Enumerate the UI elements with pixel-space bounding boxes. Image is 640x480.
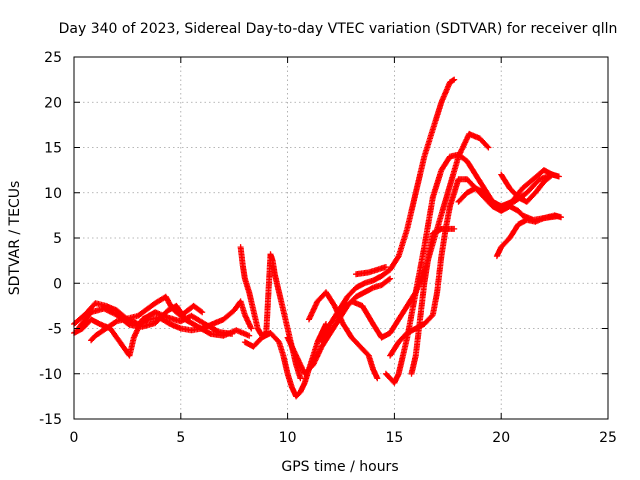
y-tick-label: -10 bbox=[39, 367, 62, 383]
y-tick-label: -15 bbox=[39, 412, 62, 428]
data-point-track bbox=[498, 171, 556, 205]
x-tick-label: 5 bbox=[176, 430, 185, 446]
data-point-track bbox=[306, 289, 381, 382]
axis-ticks: 0 5 10 15 20 25 -15 -10 -5 0 5 10 15 20 25 bbox=[39, 50, 617, 446]
data-point-track bbox=[493, 213, 560, 260]
x-tick-label: 10 bbox=[279, 430, 297, 446]
series-track-h bbox=[306, 289, 381, 382]
series-track-f bbox=[241, 321, 329, 400]
data-point-track bbox=[237, 244, 304, 382]
series-track-q bbox=[498, 171, 556, 205]
data-point-track bbox=[88, 293, 206, 344]
chart-title: Day 340 of 2023, Sidereal Day-to-day VTE… bbox=[59, 21, 618, 37]
x-axis-label: GPS time / hours bbox=[281, 459, 398, 475]
y-tick-label: 10 bbox=[44, 186, 62, 202]
y-tick-label: 25 bbox=[44, 50, 62, 66]
series-track-p bbox=[493, 213, 560, 260]
y-tick-label: 15 bbox=[44, 141, 62, 157]
y-tick-label: 0 bbox=[53, 276, 62, 292]
data-point-track bbox=[353, 264, 389, 278]
series-track-m bbox=[387, 171, 556, 359]
y-tick-label: 5 bbox=[53, 231, 62, 247]
series-track-n bbox=[408, 225, 458, 377]
data-point-track bbox=[387, 171, 556, 359]
series-track-k bbox=[353, 264, 389, 278]
series-track-i bbox=[318, 76, 458, 346]
x-tick-label: 15 bbox=[385, 430, 403, 446]
y-tick-label: 20 bbox=[44, 95, 62, 111]
x-tick-label: 20 bbox=[492, 430, 510, 446]
series-track-d bbox=[88, 293, 206, 344]
series-track-e bbox=[237, 244, 304, 382]
data-point-track bbox=[318, 76, 458, 346]
x-tick-label: 25 bbox=[599, 430, 617, 446]
data-point-track bbox=[241, 321, 329, 400]
x-tick-label: 0 bbox=[70, 430, 79, 446]
y-axis-label: SDTVAR / TECUs bbox=[7, 181, 23, 296]
y-tick-label: -5 bbox=[48, 322, 62, 338]
data-point-track bbox=[408, 225, 458, 377]
grid-lines bbox=[74, 57, 608, 419]
